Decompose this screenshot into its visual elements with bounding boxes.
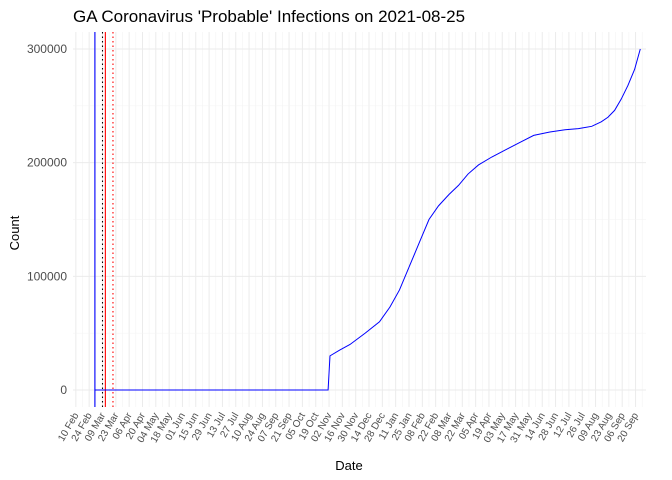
y-tick-label: 200000 [27, 156, 67, 170]
x-axis-title: Date [335, 458, 362, 473]
y-axis-ticks: 0 100000 200000 300000 [27, 42, 67, 397]
y-tick-label: 0 [60, 383, 67, 397]
y-tick-label: 100000 [27, 269, 67, 283]
reference-lines [94, 32, 114, 407]
grid [73, 32, 646, 407]
series-line [94, 48, 641, 391]
y-axis-title: Count [7, 215, 22, 250]
y-tick-label: 300000 [27, 42, 67, 56]
series-group [94, 48, 641, 391]
chart-title: GA Coronavirus 'Probable' Infections on … [73, 7, 465, 26]
